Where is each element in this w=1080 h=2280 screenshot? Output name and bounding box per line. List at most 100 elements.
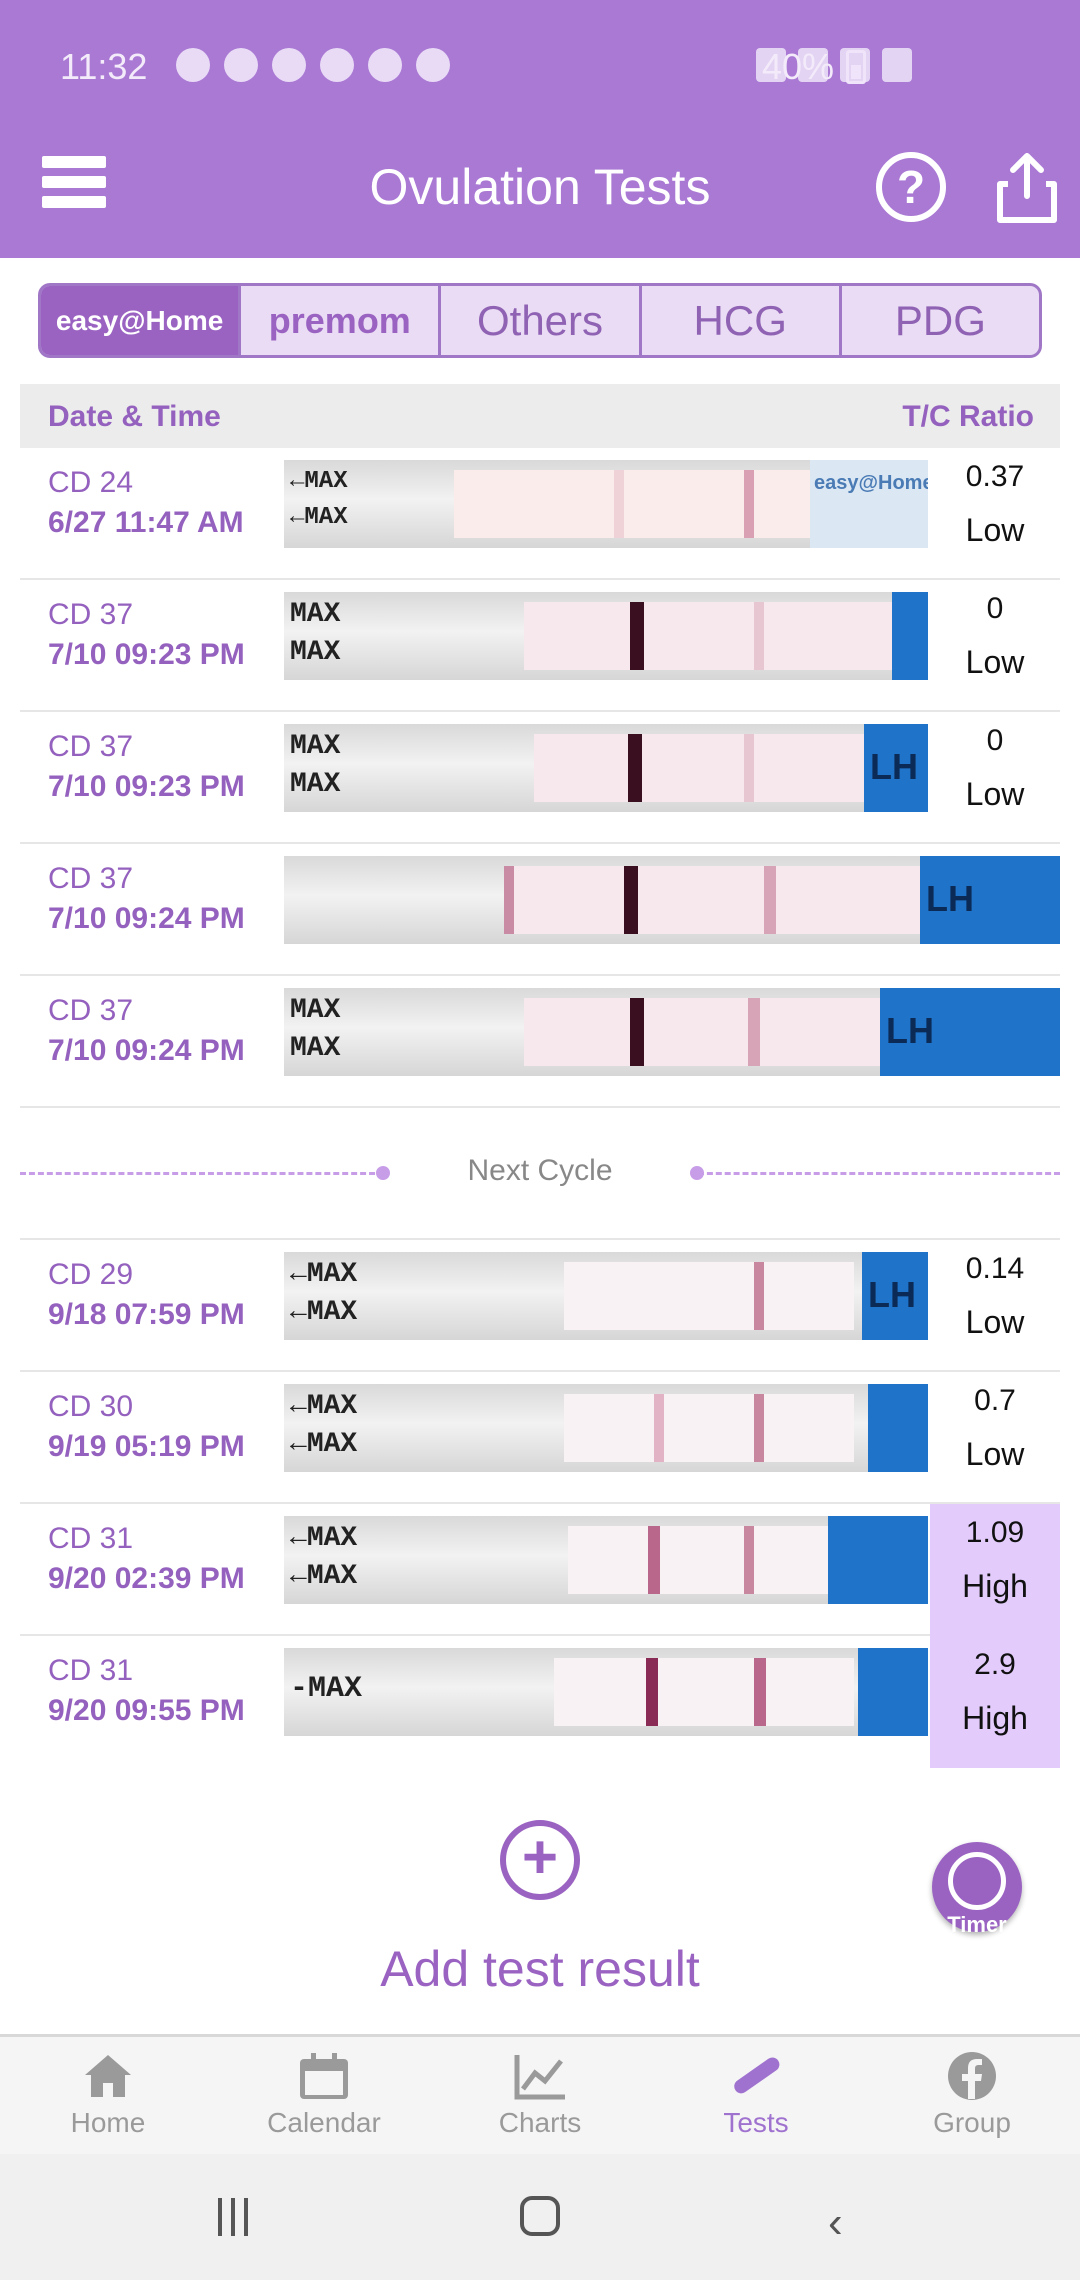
home-icon <box>85 2055 131 2097</box>
test-result-row[interactable]: CD 37 7/10 09:23 PM MAX MAX 0 Low <box>20 580 1060 712</box>
tab-pdg[interactable]: PDG <box>894 296 986 344</box>
test-result-row[interactable]: CD 37 7/10 09:23 PM MAX MAX LH 0 Low <box>20 712 1060 844</box>
test-result-row[interactable]: CD 37 7/10 09:24 PM LH <box>20 844 1060 976</box>
cycle-day: CD 37 <box>48 598 134 631</box>
test-strip-image: ←MAX ←MAX LH <box>284 1252 928 1340</box>
test-result-row[interactable]: CD 37 7/10 09:24 PM MAX MAX LH <box>20 976 1060 1108</box>
tc-ratio-level: Low <box>965 776 1025 812</box>
cycle-day: CD 29 <box>48 1258 134 1291</box>
tab-premom[interactable]: premom <box>241 286 442 355</box>
cycle-day: CD 31 <box>48 1522 134 1555</box>
test-strip-image: MAX MAX LH <box>284 988 1060 1076</box>
tc-ratio: 0.7 Low <box>930 1372 1060 1504</box>
test-result-row[interactable]: CD 31 9/20 09:55 PM -MAX 2.9 High <box>20 1636 1060 1768</box>
facebook-icon <box>948 2052 996 2100</box>
add-test-icon[interactable]: + <box>500 1820 580 1900</box>
nav-charts[interactable]: Charts <box>432 2037 648 2154</box>
alarm-icon <box>756 48 786 82</box>
test-strip-image: MAX MAX LH <box>284 724 928 812</box>
tc-ratio-level: Low <box>965 1436 1025 1472</box>
nav-tests[interactable]: Tests <box>648 2037 864 2154</box>
bottom-nav: Home Calendar Charts Tests Group <box>0 2034 1080 2154</box>
cycle-day: CD 37 <box>48 994 134 1027</box>
recents-icon[interactable] <box>218 2198 258 2236</box>
test-datetime: 7/10 09:23 PM <box>48 770 245 803</box>
test-datetime: 9/19 05:19 PM <box>48 1430 245 1463</box>
tc-ratio: 2.9 High <box>930 1636 1060 1768</box>
test-strip-image: -MAX <box>284 1648 928 1736</box>
next-cycle-label: Next Cycle <box>467 1154 613 1187</box>
timer-button[interactable]: Timer <box>932 1842 1022 1937</box>
home-button-icon[interactable] <box>520 2196 560 2236</box>
tc-ratio-value: 0.7 <box>974 1384 1016 1417</box>
add-test-area: + Add test result <box>0 1820 1080 2030</box>
add-test-result-button[interactable]: Add test result <box>380 1941 700 1997</box>
tc-ratio-value: 0.37 <box>965 460 1025 493</box>
tc-ratio-value: 0.14 <box>965 1252 1025 1285</box>
battery-icon <box>846 50 866 84</box>
tc-ratio-value: 0 <box>986 724 1004 757</box>
app-bar: Ovulation Tests ? <box>0 130 1080 258</box>
nav-home[interactable]: Home <box>0 2037 216 2154</box>
tc-ratio-level: Low <box>965 644 1025 680</box>
tc-ratio: 0 Low <box>930 580 1060 712</box>
table-header: Date & Time T/C Ratio <box>20 384 1060 448</box>
test-strip-image: ←MAX ←MAX <box>284 1384 928 1472</box>
test-datetime: 9/20 09:55 PM <box>48 1694 245 1727</box>
test-strip-icon <box>734 2057 780 2094</box>
signal-icon <box>882 48 912 82</box>
timer-icon <box>948 1852 1006 1910</box>
brand-tabs: easy@Home premom Others HCG PDG <box>38 283 1042 358</box>
nav-group-label: Group <box>933 2107 1011 2138</box>
tiktok-icon <box>176 48 210 82</box>
tc-ratio: 0.37 Low <box>930 448 1060 580</box>
cycle-day: CD 31 <box>48 1654 134 1687</box>
cycle-day: CD 24 <box>48 466 134 499</box>
share-icon[interactable] <box>996 150 1058 224</box>
test-result-row[interactable]: CD 24 6/27 11:47 AM ←MAX ←MAX easy@Home 0… <box>20 448 1060 580</box>
test-strip-image: LH <box>284 856 1060 944</box>
tc-ratio-level: Low <box>965 512 1025 548</box>
system-nav-bar: ‹ <box>0 2154 1080 2280</box>
nav-calendar-label: Calendar <box>267 2107 381 2138</box>
tab-others[interactable]: Others <box>441 286 642 355</box>
test-strip-image: ←MAX ←MAX easy@Home <box>284 460 928 548</box>
facebook-icon <box>272 48 306 82</box>
header-tc-ratio: T/C Ratio <box>902 400 1034 433</box>
status-bar: 11:32 40% <box>0 0 1080 130</box>
tc-ratio-value: 0 <box>986 592 1004 625</box>
header-date-time: Date & Time <box>48 400 221 433</box>
menu-icon[interactable] <box>42 156 106 220</box>
tc-ratio-level: High <box>962 1568 1028 1604</box>
nav-calendar[interactable]: Calendar <box>216 2037 432 2154</box>
test-result-row[interactable]: CD 30 9/19 05:19 PM ←MAX ←MAX 0.7 Low <box>20 1372 1060 1504</box>
test-result-row[interactable]: CD 31 9/20 02:39 PM ←MAX ←MAX 1.09 High <box>20 1504 1060 1636</box>
tab-easy-at-home[interactable]: easy@Home <box>41 286 242 355</box>
message-icon <box>224 48 258 82</box>
dollar-icon <box>368 48 402 82</box>
tc-ratio: 0 Low <box>930 712 1060 844</box>
tc-ratio-level: Low <box>965 1304 1025 1340</box>
test-datetime: 9/18 07:59 PM <box>48 1298 245 1331</box>
snapchat-icon <box>320 48 354 82</box>
mute-icon <box>798 48 828 82</box>
test-datetime: 9/20 02:39 PM <box>48 1562 245 1595</box>
nav-tests-label: Tests <box>723 2107 789 2138</box>
timer-label: Timer <box>947 1912 1007 1937</box>
nav-group[interactable]: Group <box>864 2037 1080 2154</box>
page-title: Ovulation Tests <box>369 159 711 215</box>
test-result-row[interactable]: CD 29 9/18 07:59 PM ←MAX ←MAX LH 0.14 Low <box>20 1240 1060 1372</box>
tc-ratio: 1.09 High <box>930 1504 1060 1636</box>
help-icon[interactable]: ? <box>876 152 946 222</box>
gallery-icon <box>416 48 450 82</box>
test-datetime: 7/10 09:24 PM <box>48 1034 245 1067</box>
tab-hcg[interactable]: HCG <box>642 286 842 355</box>
back-icon[interactable]: ‹ <box>828 2198 843 2247</box>
cycle-day: CD 37 <box>48 862 134 895</box>
test-datetime: 7/10 09:24 PM <box>48 902 245 935</box>
cycle-day: CD 30 <box>48 1390 134 1423</box>
status-time: 11:32 <box>60 46 148 87</box>
nav-charts-label: Charts <box>498 2107 582 2138</box>
nav-home-label: Home <box>70 2107 146 2138</box>
test-datetime: 7/10 09:23 PM <box>48 638 245 671</box>
